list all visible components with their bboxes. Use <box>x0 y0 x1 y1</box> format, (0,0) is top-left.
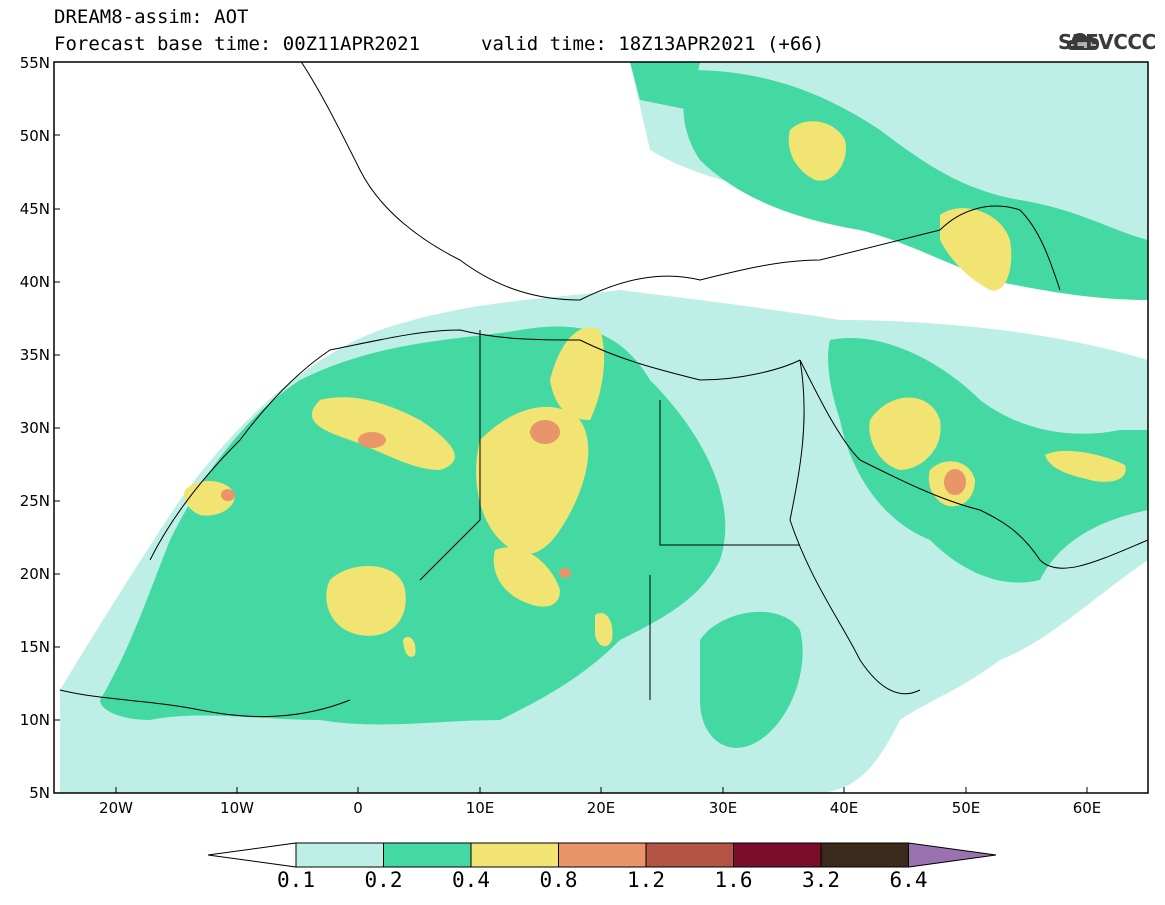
lat-label: 55N <box>19 54 50 72</box>
lat-label: 20N <box>19 565 50 583</box>
aot-band-0-8 <box>221 420 966 578</box>
lon-label: 40E <box>829 799 859 817</box>
title-line-1: DREAM8-assim: AOT <box>54 6 249 28</box>
lat-label: 25N <box>19 492 50 510</box>
lat-label: 5N <box>29 784 50 802</box>
lon-label: 10E <box>465 799 495 817</box>
coastlines <box>59 62 1148 718</box>
lon-label: 20E <box>586 799 616 817</box>
axis-ticks <box>54 134 1088 793</box>
colorbar-label: 0.2 <box>364 868 403 892</box>
lon-label: 20W <box>99 799 133 817</box>
lon-label: 0 <box>353 799 363 817</box>
colorbar-label: 0.1 <box>277 868 315 892</box>
lat-label: 30N <box>19 419 50 437</box>
logo-text: SEEVCCC <box>1058 30 1156 54</box>
lat-label: 45N <box>19 200 50 218</box>
aot-band-0-4 <box>184 121 1126 657</box>
colorbar-label: 1.2 <box>627 868 665 892</box>
colorbar-label: 3.2 <box>802 868 840 892</box>
title-line-2: Forecast base time: 00Z11APR2021 <box>54 33 421 55</box>
cloud-logo-icon <box>1067 33 1099 50</box>
lon-label: 60E <box>1072 799 1102 817</box>
colorbar-label: 1.6 <box>714 868 753 892</box>
lat-label: 40N <box>19 273 50 291</box>
valid-time: valid time: 18Z13APR2021 (+66) <box>481 33 825 55</box>
lat-label: 15N <box>19 638 50 656</box>
lat-label: 10N <box>19 711 50 729</box>
lon-label: 50E <box>951 799 981 817</box>
colorbar-label: 6.4 <box>889 868 928 892</box>
lat-label: 50N <box>19 127 50 145</box>
lat-label: 35N <box>19 346 50 364</box>
colorbar-label: 0.4 <box>452 868 490 892</box>
lon-label: 10W <box>220 799 254 817</box>
colorbar-label: 0.8 <box>539 868 578 892</box>
lon-label: 30E <box>708 799 738 817</box>
